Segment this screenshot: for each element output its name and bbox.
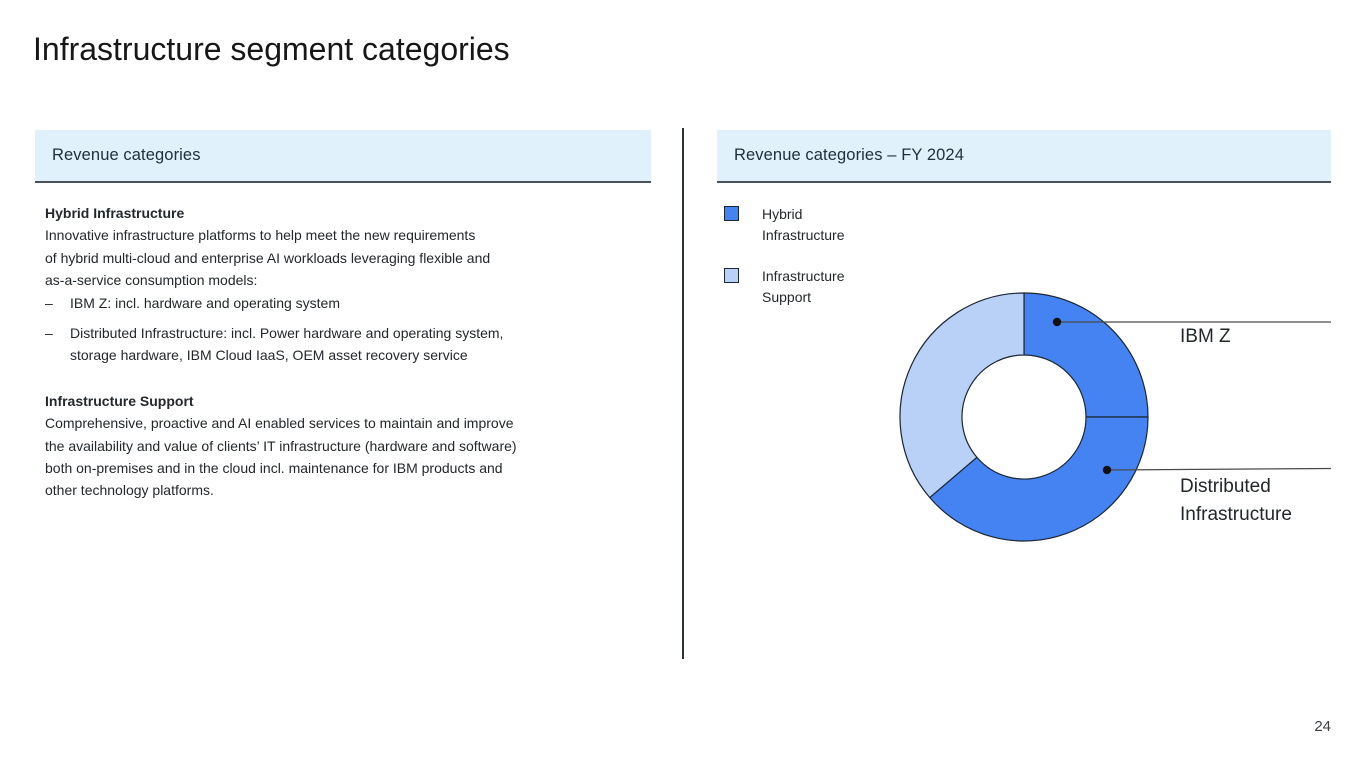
- paragraph-line: other technology platforms.: [45, 482, 214, 499]
- bullet-text: IBM Z: incl. hardware and operating syst…: [70, 294, 341, 311]
- legend-swatch-support: [724, 268, 739, 283]
- callout-label-ibm-z: IBM Z: [1180, 326, 1231, 347]
- donut-slice-distributed-infrastructure: [929, 416, 1149, 542]
- left-panel-body: Hybrid Infrastructure Innovative infrast…: [45, 202, 623, 502]
- bullet-distributed-infrastructure: – Distributed Infrastructure: incl. Powe…: [45, 322, 623, 367]
- callout-label-distributed-infrastructure: Distributed Infrastructure: [1180, 476, 1292, 525]
- legend-item-hybrid-infrastructure: Hybrid Infrastructure: [724, 204, 878, 246]
- bullet-dash: –: [45, 325, 53, 342]
- paragraph-line: of hybrid multi-cloud and enterprise AI …: [45, 249, 491, 266]
- donut-chart: [899, 292, 1332, 542]
- panel-divider: [682, 128, 684, 659]
- callout-dot-distributed: [1102, 465, 1112, 475]
- legend-label: Hybrid Infrastructure: [762, 206, 845, 243]
- right-panel-header: Revenue categories – FY 2024: [717, 130, 1331, 183]
- donut-slice-infrastructure-support: [899, 292, 1025, 499]
- page-number: 24: [1314, 718, 1331, 735]
- left-panel-header: Revenue categories: [35, 130, 651, 183]
- section-heading-hybrid-infrastructure: Hybrid Infrastructure: [45, 205, 185, 221]
- bullet-dash: –: [45, 294, 53, 311]
- callout-dot-ibm-z: [1052, 317, 1062, 327]
- bullet-line: Distributed Infrastructure: incl. Power …: [70, 325, 504, 342]
- paragraph-line: the availability and value of clients’ I…: [45, 437, 517, 454]
- callout-leader-lines: [1052, 317, 1332, 475]
- section-infrastructure-support: Infrastructure Support Comprehensive, pr…: [45, 390, 623, 502]
- paragraph-line: as-a-service consumption models:: [45, 272, 258, 289]
- paragraph-line: both on-premises and in the cloud incl. …: [45, 460, 503, 477]
- callout-line-distributed: [1106, 467, 1332, 471]
- bullet-ibm-z: – IBM Z: incl. hardware and operating sy…: [45, 292, 623, 314]
- section-heading-infrastructure-support: Infrastructure Support: [45, 392, 194, 409]
- legend-label: Infrastructure Support: [762, 268, 845, 305]
- chart-legend: Hybrid Infrastructure Infrastructure Sup…: [724, 204, 878, 328]
- legend-swatch-hybrid: [724, 206, 739, 221]
- paragraph-line: Comprehensive, proactive and AI enabled …: [45, 415, 514, 432]
- donut-slice-ibm-z: [1023, 292, 1149, 418]
- bullet-line: storage hardware, IBM Cloud IaaS, OEM as…: [70, 347, 468, 364]
- paragraph-line: Innovative infrastructure platforms to h…: [45, 227, 476, 244]
- page-title: Infrastructure segment categories: [33, 31, 510, 67]
- legend-item-infrastructure-support: Infrastructure Support: [724, 266, 878, 308]
- bullet-text: Distributed Infrastructure: incl. Power …: [70, 322, 503, 367]
- donut-slices: [899, 292, 1149, 542]
